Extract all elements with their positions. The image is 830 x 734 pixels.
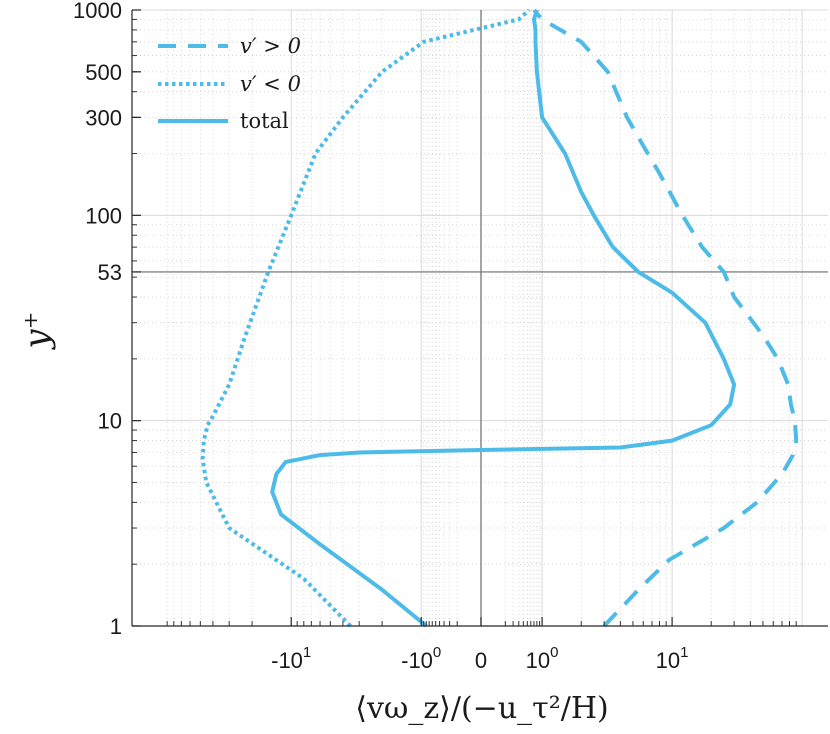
y-axis-label: y⁺ [17, 311, 57, 350]
minor-grid [132, 10, 828, 626]
x-tick-label: 100 [526, 644, 559, 673]
y-tick-label: 300 [85, 105, 122, 130]
axes [131, 9, 828, 627]
y-tick-labels: 1 10 53 100 300 500 1000 [73, 0, 122, 639]
reference-lines [132, 10, 828, 626]
x-tick-label: 101 [656, 644, 689, 673]
x-axis-label: ⟨vω_z⟩/(−u_τ²/H) [355, 691, 609, 726]
series-line-solid [270, 9, 737, 628]
y-tick-label: 100 [85, 203, 122, 228]
legend-label: v′ < 0 [240, 72, 301, 96]
x-tick-labels: -101 -100 0 100 101 [271, 644, 688, 673]
y-tick-label: 1 [110, 614, 122, 639]
series-line-dashed [532, 8, 799, 628]
y-tick-label: 500 [85, 60, 122, 85]
legend-label: v′ > 0 [240, 34, 301, 58]
series-line-dotted [200, 8, 531, 628]
legend: v′ > 0 v′ < 0 total [158, 34, 301, 133]
legend-label: total [240, 109, 289, 133]
data-series [200, 8, 799, 628]
x-tick-label: -101 [271, 644, 311, 673]
y-tick-label: 10 [98, 409, 122, 434]
y-tick-label: 1000 [73, 0, 122, 23]
y-tick-label: 53 [98, 260, 122, 285]
x-tick-label: -100 [401, 644, 441, 673]
x-tick-label: 0 [475, 648, 487, 673]
